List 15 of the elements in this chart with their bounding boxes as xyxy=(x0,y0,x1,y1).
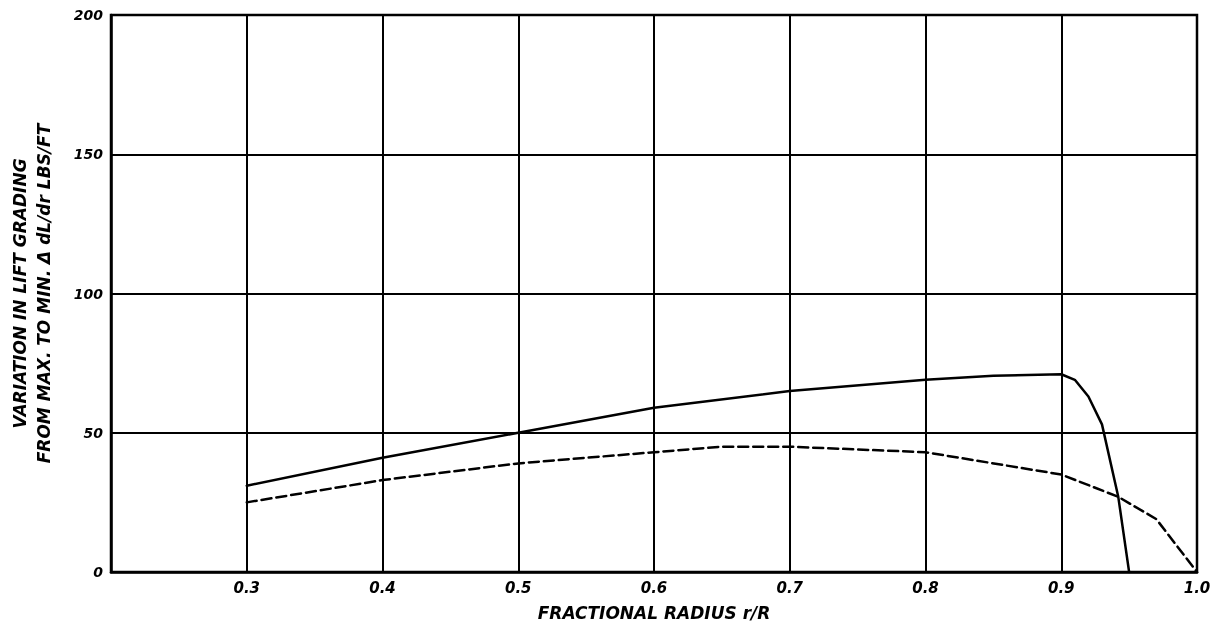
x-tick-label: 1.0 xyxy=(1183,578,1211,597)
y-tick-label: 150 xyxy=(73,146,104,163)
y-tick-label: 200 xyxy=(73,7,104,23)
x-axis-title: FRACTIONAL RADIUS r/R xyxy=(537,602,771,623)
x-tick-label: 0.3 xyxy=(233,578,261,597)
y-tick-label: 100 xyxy=(73,285,104,302)
x-tick-label: 0.6 xyxy=(640,578,668,597)
y-tick-label: 50 xyxy=(83,424,104,441)
x-tick-label: 0.9 xyxy=(1047,578,1075,597)
x-tick-label: 0.7 xyxy=(776,578,804,597)
y-axis-title: VARIATION IN LIFT GRADING FROM MAX. TO MIN. Δ dL/dr LBS/FT xyxy=(10,122,54,464)
x-tick-label: 0.8 xyxy=(912,578,939,597)
x-tick-label: 0.4 xyxy=(369,578,396,597)
y-tick-label: 0 xyxy=(93,564,104,580)
x-tick-label: 0.5 xyxy=(504,578,532,597)
